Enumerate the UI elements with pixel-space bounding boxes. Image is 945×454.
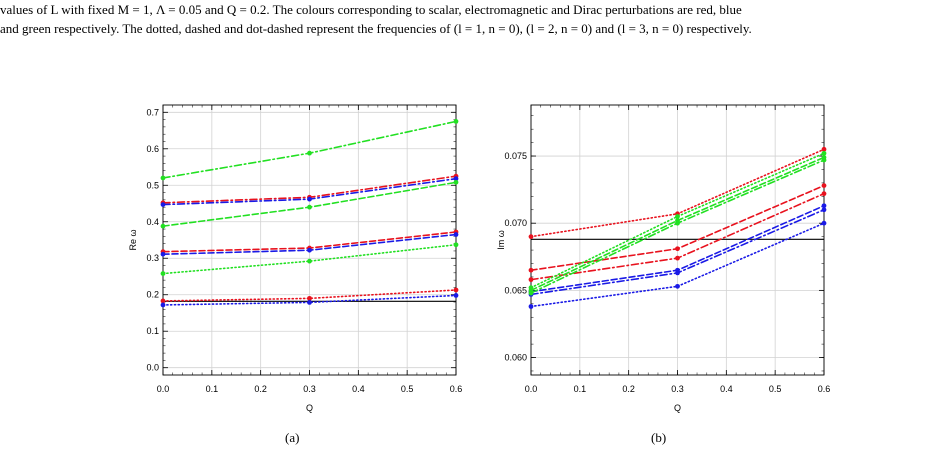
x-tick-label: 0.1 — [574, 384, 587, 394]
data-point — [821, 183, 827, 188]
x-tick-label: 0.2 — [622, 384, 635, 394]
x-tick-label: 0.4 — [352, 384, 365, 394]
x-tick-label: 0.3 — [303, 384, 316, 394]
x-axis-label: Q — [674, 403, 681, 413]
caption-line-2: and green respectively. The dotted, dash… — [0, 21, 752, 36]
series-scalar-dotdashed — [528, 191, 827, 283]
data-point — [307, 196, 312, 202]
subfigure-label-b: (b) — [651, 430, 667, 445]
data-point — [453, 119, 459, 124]
data-point — [307, 299, 312, 305]
data-point — [821, 157, 827, 163]
data-point — [675, 283, 680, 289]
data-point — [675, 270, 680, 276]
y-tick-label: 0.1 — [146, 326, 159, 336]
data-point — [160, 271, 166, 276]
y-tick-label: 0.060 — [504, 353, 527, 363]
data-point — [821, 207, 827, 213]
data-point — [821, 191, 827, 197]
plot-frame — [162, 104, 457, 376]
x-axis-label: Q — [306, 403, 313, 413]
data-point — [307, 258, 312, 264]
data-point — [160, 202, 166, 208]
caption-line-1: values of L with fixed M = 1, Λ = 0.05 a… — [0, 2, 742, 17]
data-point — [675, 214, 680, 219]
figure-caption: values of L with fixed M = 1, Λ = 0.05 a… — [0, 0, 945, 38]
x-tick-label: 0.4 — [720, 384, 733, 394]
series-dirac-dashed — [160, 179, 459, 229]
series-line — [162, 243, 457, 275]
plot-frame — [530, 104, 825, 376]
data-point — [528, 234, 534, 240]
x-tick-label: 0.6 — [450, 384, 463, 394]
data-point — [453, 293, 459, 298]
data-point — [675, 255, 680, 261]
data-point — [160, 175, 166, 181]
data-point — [160, 298, 166, 304]
series-scalar-dotted — [160, 287, 459, 304]
y-tick-label: 0.7 — [146, 107, 159, 117]
series-dirac-dotted — [160, 242, 459, 276]
data-point — [453, 176, 459, 182]
series-electromagnetic-dotdashed — [160, 176, 459, 208]
series-scalar-dashed — [528, 183, 827, 273]
data-point — [821, 203, 827, 209]
data-point — [821, 150, 827, 156]
y-tick-label: 0.3 — [146, 253, 159, 263]
x-tick-label: 0.2 — [254, 384, 267, 394]
series-electromagnetic-dotted — [160, 293, 459, 308]
y-tick-label: 0.4 — [146, 217, 159, 227]
grid-lines — [530, 105, 825, 375]
subfigure-label-a: (a) — [285, 430, 300, 445]
data-point — [675, 246, 680, 252]
y-axis-label: Im ω — [496, 230, 506, 250]
data-point — [528, 304, 534, 309]
x-tick-label: 0.5 — [769, 384, 782, 394]
x-tick-label: 0.0 — [157, 384, 170, 394]
x-tick-label: 0.0 — [525, 384, 538, 394]
data-point — [160, 302, 166, 308]
data-point — [821, 146, 827, 152]
data-point — [528, 267, 534, 273]
data-point — [675, 220, 680, 226]
plot-a-re-omega: 0.0 0.1 0.2 0.3 0.4 0.5 0.6 0.0 0.1 0.2 0.3 0.4 0.5 0… — [128, 104, 463, 413]
data-point — [307, 204, 312, 210]
data-point — [453, 287, 459, 293]
y-tick-label: 0.0 — [146, 363, 159, 373]
y-tick-label: 0.2 — [146, 290, 159, 300]
series-dirac-dotdashed — [528, 157, 827, 296]
plot-b-im-omega: 0.0 0.1 0.2 0.3 0.4 0.5 0.6 0.060 0.065 0.070 0.07… — [496, 104, 831, 413]
data-point — [453, 242, 459, 248]
series-line — [162, 289, 457, 302]
y-axis-label: Re ω — [128, 229, 138, 250]
x-tick-label: 0.6 — [818, 384, 831, 394]
data-point — [307, 247, 312, 253]
series-line — [162, 294, 457, 306]
data-point — [453, 179, 459, 185]
data-point — [453, 232, 459, 237]
data-point — [160, 223, 166, 229]
data-point — [821, 220, 827, 226]
series-scalar-dotted — [528, 146, 827, 240]
data-point — [307, 295, 312, 301]
x-tick-label: 0.3 — [671, 384, 684, 394]
y-tick-label: 0.065 — [504, 285, 527, 295]
series-electromagnetic-dotted — [528, 220, 827, 309]
data-point — [307, 150, 312, 156]
data-point — [528, 277, 534, 283]
y-tick-label: 0.6 — [146, 144, 159, 154]
series-dirac-dotdashed — [160, 119, 459, 181]
data-point — [160, 251, 166, 257]
y-tick-label: 0.070 — [504, 218, 527, 228]
y-tick-label: 0.075 — [504, 151, 527, 161]
x-tick-label: 0.5 — [401, 384, 414, 394]
series-electromagnetic-dashed — [160, 232, 459, 257]
data-point — [528, 290, 534, 296]
y-tick-label: 0.5 — [146, 180, 159, 190]
x-tick-label: 0.1 — [206, 384, 219, 394]
grid-lines — [162, 105, 457, 375]
